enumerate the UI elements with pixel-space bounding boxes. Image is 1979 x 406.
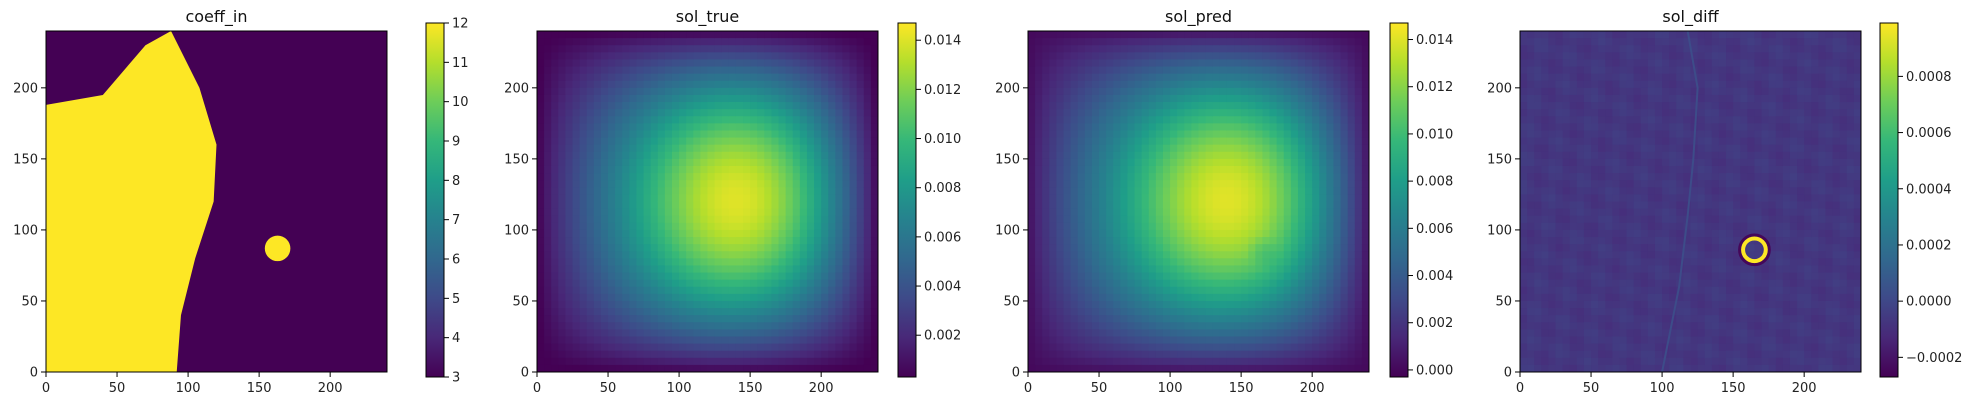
y-tick-label: 100 [13,223,38,238]
colorbar-tick-label: 5 [452,292,460,307]
heatmap-image [537,31,879,373]
colorbar-tick-label: 0.0000 [1906,295,1952,310]
colorbar [1880,23,1898,377]
colorbar [898,23,916,377]
colorbar-tick-label: 0.008 [924,181,961,196]
x-tick-label: 0 [1024,381,1032,396]
y-tick-label: 50 [21,294,38,309]
x-tick-label: 150 [247,381,272,396]
panel-sol_true: sol_true 0 50 100 150 200 0 50 100 150 200 0.002 0.0… [504,7,961,396]
heatmap-image [1028,31,1370,373]
colorbar-tick-label: 8 [452,174,460,189]
y-tick-label: 200 [995,81,1020,96]
colorbar-tick-label: 0.010 [924,132,961,147]
x-tick-label: 50 [600,381,617,396]
x-tick-label: 50 [1091,381,1108,396]
inclusion-blob [265,236,291,262]
panel-title: sol_true [676,7,739,27]
colorbar-tick-label: 0.006 [1416,222,1453,237]
x-tick-label: 0 [533,381,541,396]
colorbar-tick-label: 0.014 [924,34,961,49]
colorbar-tick-label: 0.002 [1416,316,1453,331]
y-tick-label: 150 [995,152,1020,167]
heatmap-image [46,31,387,372]
y-tick-label: 150 [1487,152,1512,167]
x-tick-label: 50 [1583,381,1600,396]
y-tick-label: 0 [1504,366,1512,381]
y-tick-label: 100 [995,223,1020,238]
y-tick-label: 200 [13,81,38,96]
panel-sol_diff: sol_diff 0 50 100 150 200 0 50 100 150 200 −0.0002 0… [1487,7,1962,396]
y-tick-label: 0 [30,366,38,381]
colorbar-tick-label: 0.010 [1416,127,1453,142]
x-tick-label: 0 [1516,381,1524,396]
x-tick-label: 50 [109,381,126,396]
colorbar-tick-label: 0.012 [924,83,961,98]
x-tick-label: 100 [1650,381,1675,396]
colorbar-tick-label: 12 [452,17,469,32]
y-tick-label: 50 [1003,294,1020,309]
colorbar-tick-label: 0.002 [924,329,961,344]
colorbar-tick-label: 0.0006 [1906,126,1952,141]
x-tick-label: 100 [667,381,692,396]
colorbar-tick-label: 0.008 [1416,175,1453,190]
panel-coeff_in: coeff_in 0 50 100 150 200 0 50 100 150 200 3 4 5 6 7 8 9 1… [13,7,468,396]
colorbar-tick-label: 4 [452,331,460,346]
y-tick-label: 50 [1495,294,1512,309]
colorbar-tick-label: 0.004 [924,280,961,295]
y-tick-label: 100 [1487,223,1512,238]
colorbar-tick-label: 0.006 [924,230,961,245]
colorbar-tick-label: 10 [452,95,469,110]
x-tick-label: 100 [176,381,201,396]
colorbar-tick-label: 6 [452,253,460,268]
x-tick-label: 200 [809,381,834,396]
x-tick-label: 100 [1158,381,1183,396]
panel-sol_pred: sol_pred 0 50 100 150 200 0 50 100 150 200 0.000 0.0… [995,7,1453,396]
colorbar-tick-label: 3 [452,371,460,386]
x-tick-label: 200 [318,381,343,396]
x-tick-label: 0 [42,381,50,396]
colorbar-tick-label: 0.0008 [1906,70,1952,85]
colorbar-tick-label: 0.004 [1416,269,1453,284]
y-tick-label: 150 [13,152,38,167]
colorbar-tick-label: −0.0002 [1906,351,1962,366]
y-tick-label: 0 [521,366,529,381]
colorbar-tick-label: 0.014 [1416,33,1453,48]
y-tick-label: 200 [504,81,529,96]
heatmap-image [1520,31,1862,373]
colorbar-tick-label: 11 [452,56,469,71]
x-tick-label: 150 [1229,381,1254,396]
colorbar-tick-label: 7 [452,213,460,228]
colorbar-tick-label: 0.0004 [1906,182,1952,197]
x-tick-label: 150 [1721,381,1746,396]
panel-title: sol_diff [1662,7,1719,27]
panel-title: sol_pred [1165,7,1232,27]
panel-title: coeff_in [185,7,247,27]
y-tick-label: 200 [1487,81,1512,96]
y-tick-label: 100 [504,223,529,238]
x-tick-label: 200 [1792,381,1817,396]
y-tick-label: 0 [1012,366,1020,381]
colorbar [426,23,444,377]
colorbar-tick-label: 9 [452,135,460,150]
colorbar-tick-label: 0.000 [1416,363,1453,378]
y-tick-label: 50 [512,294,529,309]
colorbar-tick-label: 0.012 [1416,80,1453,95]
x-tick-label: 150 [738,381,763,396]
colorbar-tick-label: 0.0002 [1906,238,1952,253]
colorbar [1390,23,1408,377]
y-tick-label: 150 [504,152,529,167]
x-tick-label: 200 [1300,381,1325,396]
